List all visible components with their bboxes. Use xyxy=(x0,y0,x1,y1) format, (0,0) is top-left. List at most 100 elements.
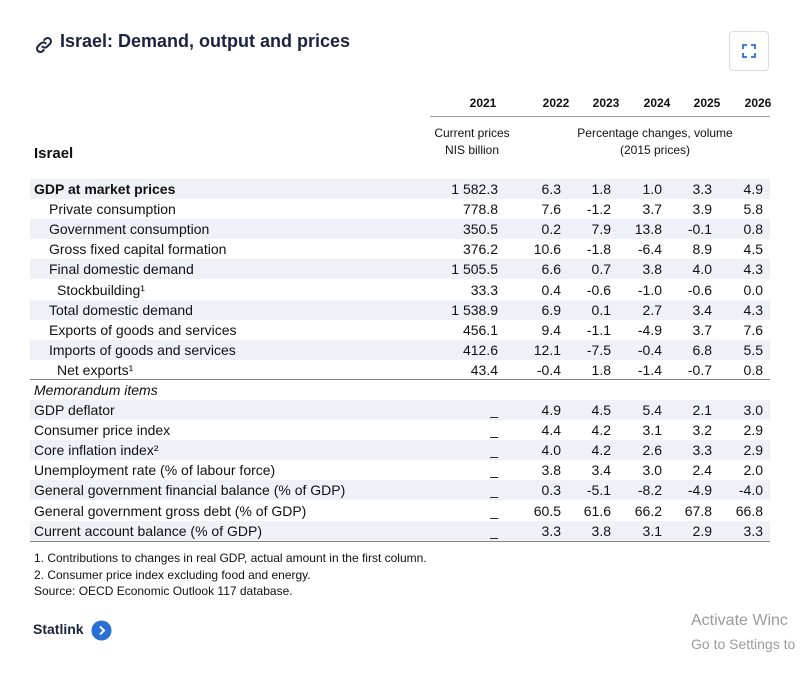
cell-value: 7.6 xyxy=(541,201,561,218)
cell-value: 0.8 xyxy=(743,361,763,378)
cell-value: 1 582.3 xyxy=(451,181,498,197)
cell-value: 3.4 xyxy=(692,301,712,318)
cell-value: -0.6 xyxy=(687,281,712,298)
cell-value: 2.9 xyxy=(692,522,712,539)
bottom-rule xyxy=(30,541,770,542)
cell-value: 67.8 xyxy=(684,502,712,519)
watermark: Go to Settings to xyxy=(691,636,796,652)
memo-label: Memorandum items xyxy=(34,382,158,398)
cell-value: -0.7 xyxy=(687,361,712,378)
statlink-icon[interactable] xyxy=(91,620,112,641)
row-label: Total domestic demand xyxy=(49,301,193,318)
cell-value: -1.4 xyxy=(637,361,662,378)
column-header: 2024 xyxy=(643,96,671,110)
table-row: Consumer price index _ 4.4 4.2 3.1 3.2 2.9 xyxy=(30,420,770,440)
header-rule xyxy=(430,116,770,117)
cell-value: 4.0 xyxy=(541,442,561,459)
table-row: Core inflation index² _ 4.0 4.2 2.6 3.3 2.9 xyxy=(30,440,770,461)
cell-value: 5.5 xyxy=(743,341,763,358)
cell-value: 1.0 xyxy=(642,181,662,197)
subheader: Current prices xyxy=(434,126,510,140)
footnote: 2. Consumer price index excluding food a… xyxy=(34,568,311,582)
cell-value: _ xyxy=(490,522,498,539)
table-row: Exports of goods and services 456.1 9.4 -1.… xyxy=(30,320,770,340)
cell-value: 4.2 xyxy=(591,442,611,459)
column-header: 2021 xyxy=(469,96,497,110)
cell-value: -1.8 xyxy=(586,241,611,258)
cell-value: 0.0 xyxy=(743,281,763,298)
link-icon[interactable] xyxy=(34,35,54,55)
cell-value: 3.2 xyxy=(692,422,712,439)
table-row: General government gross debt (% of GDP)… xyxy=(30,501,770,521)
cell-value: 43.4 xyxy=(470,361,498,378)
cell-value: 1 538.9 xyxy=(451,301,498,318)
table-row: General government financial balance (% … xyxy=(30,480,770,501)
column-header: 2023 xyxy=(592,96,620,110)
column-header: 2025 xyxy=(693,96,721,110)
cell-value: 4.9 xyxy=(743,181,763,197)
cell-value: 778.8 xyxy=(462,201,498,218)
cell-value: -0.1 xyxy=(687,221,712,238)
expand-button[interactable] xyxy=(729,31,769,71)
row-label: General government gross debt (% of GDP) xyxy=(34,502,307,519)
cell-value: 3.7 xyxy=(642,201,662,218)
cell-value: 3.7 xyxy=(692,321,712,338)
statlink[interactable]: Statlink xyxy=(33,621,84,637)
cell-value: 0.4 xyxy=(541,281,561,298)
table-row: Gross fixed capital formation 376.2 10.6 -1… xyxy=(30,239,770,259)
cell-value: 4.5 xyxy=(743,241,763,258)
cell-value: 0.3 xyxy=(541,482,561,499)
footnote: Source: OECD Economic Outlook 117 databa… xyxy=(34,584,293,598)
cell-value: 3.0 xyxy=(743,402,763,418)
cell-value: 2.7 xyxy=(642,301,662,318)
cell-value: 0.2 xyxy=(541,221,561,238)
cell-value: -1.0 xyxy=(637,281,662,298)
cell-value: 4.3 xyxy=(743,261,763,278)
row-label: GDP deflator xyxy=(34,402,115,418)
cell-value: 0.1 xyxy=(591,301,611,318)
cell-value: _ xyxy=(490,422,498,439)
table-row: GDP at market prices 1 582.3 6.3 1.8 1.0 3.3 4… xyxy=(30,179,770,199)
table-row: Net exports¹ 43.4 -0.4 1.8 -1.4 -0.7 0.8 xyxy=(30,360,770,380)
column-header: 2022 xyxy=(542,96,570,110)
cell-value: 6.6 xyxy=(541,261,561,278)
cell-value: -6.4 xyxy=(637,241,662,258)
cell-value: 376.2 xyxy=(462,241,498,258)
cell-value: -8.2 xyxy=(637,482,662,499)
cell-value: 61.6 xyxy=(583,502,611,519)
cell-value: 12.1 xyxy=(533,341,561,358)
row-label: Unemployment rate (% of labour force) xyxy=(34,462,276,479)
column-header: 2026 xyxy=(744,96,772,110)
table-row: Imports of goods and services 412.6 12.1 -7… xyxy=(30,339,770,360)
subheader: (2015 prices) xyxy=(619,143,691,157)
cell-value: 9.4 xyxy=(541,321,561,338)
cell-value: 4.2 xyxy=(591,422,611,439)
cell-value: 7.6 xyxy=(743,321,763,338)
cell-value: _ xyxy=(490,442,498,459)
cell-value: 2.4 xyxy=(692,462,712,479)
cell-value: 3.3 xyxy=(692,181,712,197)
cell-value: 2.9 xyxy=(743,422,763,439)
cell-value: -4.0 xyxy=(738,482,763,499)
row-label: Government consumption xyxy=(49,221,210,238)
watermark: Activate Winc xyxy=(691,612,788,629)
row-label: Core inflation index² xyxy=(34,442,159,459)
cell-value: 350.5 xyxy=(462,221,498,238)
cell-value: 2.0 xyxy=(743,462,763,479)
footnote: 1. Contributions to changes in real GDP,… xyxy=(34,551,427,565)
row-label: Private consumption xyxy=(49,201,176,218)
cell-value: 1.8 xyxy=(591,361,611,378)
row-label: GDP at market prices xyxy=(34,181,176,197)
cell-value: 4.5 xyxy=(591,402,611,418)
cell-value: -4.9 xyxy=(687,482,712,499)
cell-value: -4.9 xyxy=(637,321,662,338)
cell-value: 2.9 xyxy=(743,442,763,459)
cell-value: 3.1 xyxy=(642,422,662,439)
table-row: Stockbuilding¹ 33.3 0.4 -0.6 -1.0 -0.6 0.0 xyxy=(30,280,770,300)
cell-value: 0.7 xyxy=(591,261,611,278)
row-label: Exports of goods and services xyxy=(49,321,237,338)
cell-value: 4.3 xyxy=(743,301,763,318)
cell-value: -7.5 xyxy=(586,341,611,358)
cell-value: 456.1 xyxy=(462,321,498,338)
